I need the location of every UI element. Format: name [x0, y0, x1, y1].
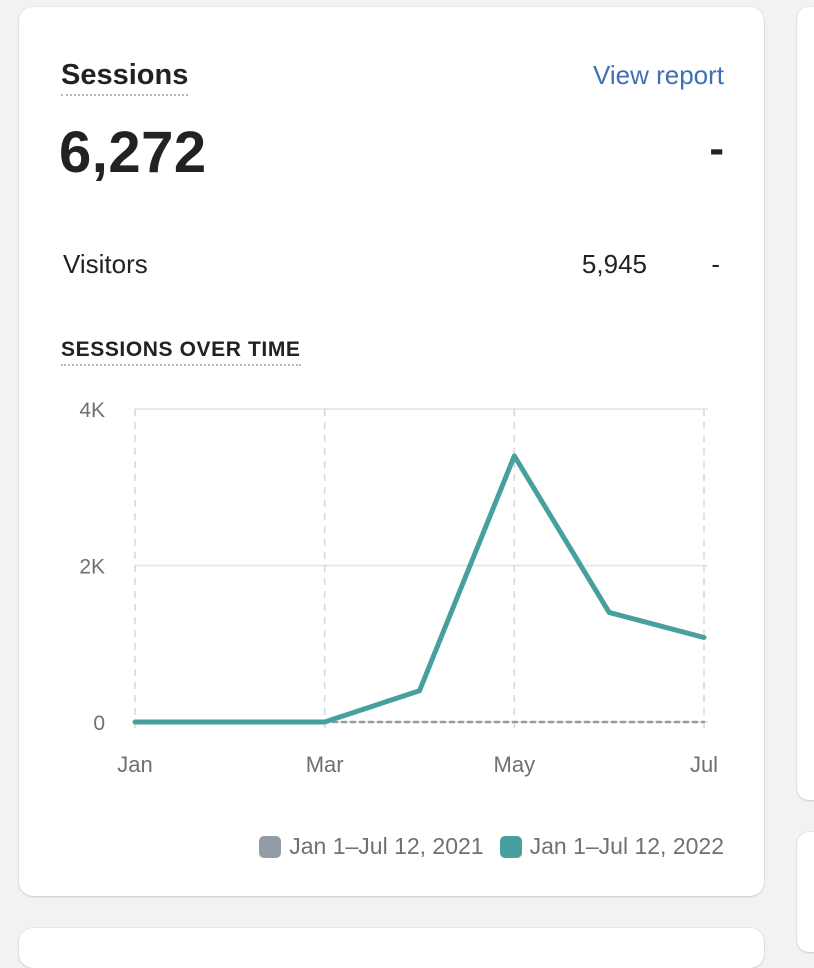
chart-heading[interactable]: SESSIONS OVER TIME [61, 337, 301, 366]
x-tick-label: Mar [306, 752, 344, 777]
y-tick-label: 4K [79, 399, 105, 422]
series-line-current [132, 453, 707, 725]
visitors-change: - [711, 249, 720, 279]
y-tick-label: 0 [93, 712, 105, 735]
legend-label-previous: Jan 1–Jul 12, 2021 [289, 833, 484, 859]
sessions-total: 6,272 [59, 120, 207, 185]
visitors-value: 5,945 [581, 249, 647, 279]
adjacent-card [797, 7, 814, 800]
visitors-label: Visitors [63, 249, 148, 279]
legend-item-current[interactable]: Jan 1–Jul 12, 2022 [499, 833, 724, 860]
adjacent-card-lower [797, 832, 814, 952]
legend-swatch-current [499, 835, 522, 858]
sessions-line-chart: 4K 2K 0 Jan Mar May Jul [79, 399, 718, 777]
legend-label-current: Jan 1–Jul 12, 2022 [529, 833, 724, 859]
sessions-card: Sessions View report 6,272 - Visitors 5,… [19, 7, 764, 896]
next-card [19, 928, 764, 968]
chart-legend: Jan 1–Jul 12, 2021 Jan 1–Jul 12, 2022 [259, 833, 724, 860]
sessions-change: - [709, 124, 724, 173]
card-title[interactable]: Sessions [61, 57, 189, 96]
x-tick-label: May [494, 752, 536, 777]
x-tick-label: Jan [117, 752, 152, 777]
x-tick-label: Jul [690, 752, 718, 777]
y-tick-label: 2K [79, 556, 105, 579]
legend-swatch-previous [259, 835, 282, 858]
view-report-link[interactable]: View report [592, 60, 724, 90]
legend-item-previous[interactable]: Jan 1–Jul 12, 2021 [259, 833, 484, 860]
